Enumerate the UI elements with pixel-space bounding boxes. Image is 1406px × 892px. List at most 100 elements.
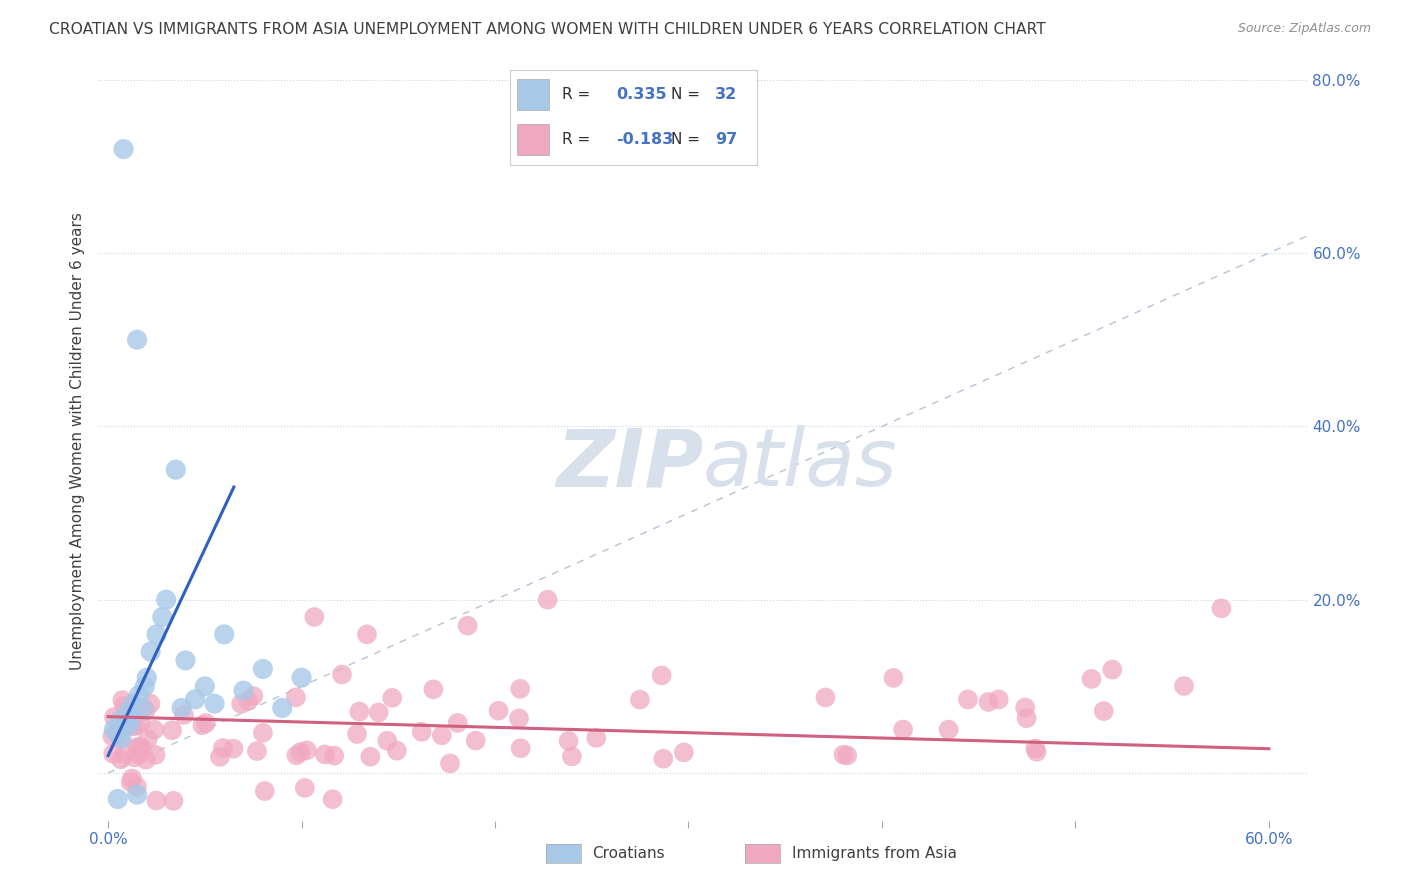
Point (651, 668, 673, 682)
Point (122, 697, 145, 711)
Point (117, 706, 139, 720)
Point (114, 714, 136, 728)
Point (129, 715, 152, 730)
Point (128, 688, 150, 702)
Point (242, 689, 264, 703)
Point (212, 627, 235, 641)
Point (112, 142, 135, 156)
Y-axis label: Unemployment Among Women with Children Under 6 years: Unemployment Among Women with Children U… (70, 212, 86, 671)
Point (1080, 672, 1102, 686)
Point (537, 592, 560, 607)
Point (1092, 704, 1115, 718)
Point (346, 727, 368, 741)
Point (127, 740, 149, 755)
Point (127, 333, 149, 347)
Point (128, 747, 150, 762)
Point (439, 756, 461, 771)
Point (359, 749, 381, 764)
Point (107, 792, 129, 806)
Point (134, 679, 156, 693)
Point (446, 715, 468, 730)
Point (253, 784, 276, 798)
Point (304, 610, 326, 624)
Point (101, 747, 124, 761)
Point (145, 747, 167, 762)
Point (367, 706, 389, 720)
Point (1173, 679, 1195, 693)
Point (128, 739, 150, 754)
Point (509, 741, 531, 756)
Point (956, 692, 979, 706)
Point (285, 748, 308, 763)
Point (143, 723, 166, 737)
Point (290, 745, 312, 759)
Text: Immigrants from Asia: Immigrants from Asia (792, 847, 956, 861)
Point (832, 747, 855, 762)
Point (322, 792, 344, 806)
Point (457, 618, 479, 632)
Point (136, 731, 159, 746)
Point (290, 671, 312, 685)
Point (114, 718, 136, 732)
Point (191, 718, 214, 732)
Point (107, 727, 129, 741)
Point (173, 708, 195, 723)
Point (150, 610, 173, 624)
Point (103, 710, 125, 724)
Point (430, 728, 453, 742)
Point (160, 723, 183, 738)
Point (208, 750, 231, 764)
Point (145, 793, 167, 807)
Point (938, 723, 960, 737)
Point (111, 731, 134, 746)
Point (165, 463, 187, 477)
Point (987, 692, 1010, 706)
Point (628, 692, 651, 706)
Point (252, 662, 274, 676)
Point (184, 692, 207, 706)
Point (124, 750, 146, 764)
Point (882, 671, 904, 685)
Point (122, 719, 145, 733)
Point (285, 690, 308, 705)
Point (557, 734, 579, 748)
Point (323, 748, 346, 763)
Point (508, 711, 530, 725)
Point (385, 744, 408, 758)
Point (121, 772, 143, 786)
Point (1014, 700, 1036, 714)
Point (314, 747, 336, 762)
Point (652, 752, 675, 766)
Point (814, 690, 837, 705)
Point (488, 704, 510, 718)
Point (111, 693, 134, 707)
Point (837, 748, 859, 763)
Point (1101, 663, 1123, 677)
Point (1015, 711, 1038, 725)
Point (139, 697, 162, 711)
Point (135, 704, 157, 718)
Point (349, 705, 371, 719)
Point (131, 740, 153, 755)
Point (124, 719, 146, 733)
Text: Croatians: Croatians (592, 847, 665, 861)
Point (117, 710, 139, 724)
Point (411, 724, 433, 739)
Point (212, 740, 235, 755)
Point (422, 682, 444, 697)
Point (271, 701, 294, 715)
Point (120, 775, 142, 789)
Point (127, 788, 149, 802)
Point (103, 723, 125, 737)
Point (238, 694, 260, 708)
Point (561, 749, 583, 764)
Point (252, 726, 274, 740)
Point (110, 752, 132, 766)
Text: Source: ZipAtlas.com: Source: ZipAtlas.com (1237, 22, 1371, 36)
Point (139, 645, 162, 659)
Point (174, 653, 197, 667)
Point (295, 743, 318, 757)
Point (110, 731, 132, 745)
Text: ZIP: ZIP (555, 425, 703, 503)
Point (145, 627, 167, 641)
